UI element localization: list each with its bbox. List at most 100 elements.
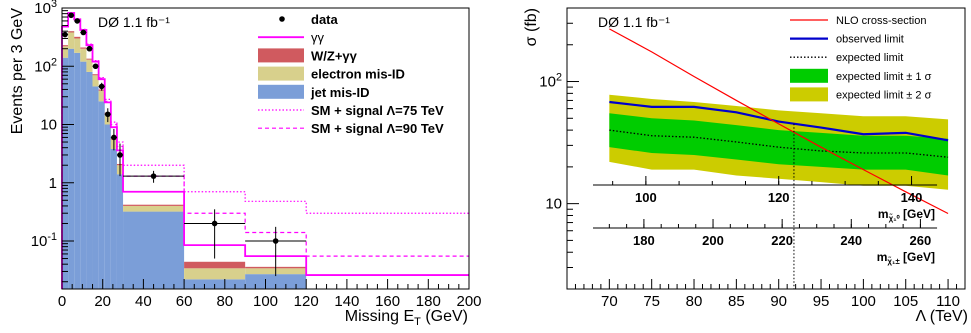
jet-misid-bar — [123, 211, 185, 289]
y-tick-label: 102 — [34, 56, 57, 75]
x-tick-label: 75 — [643, 293, 660, 310]
y-tick-label: 102 — [539, 72, 562, 91]
electron-misid-bar — [98, 90, 105, 102]
nlo-cross-section-curve — [609, 28, 949, 215]
left-panel: 0 20 40 60 80 100 120 140 160 180 200 10-1 1 10 102 10… — [9, 0, 482, 328]
right-x-axis: 70 75 80 85 90 95 100 105 110 — [574, 279, 966, 310]
data-point — [104, 111, 111, 118]
legend-label: γγ — [311, 30, 325, 45]
legend-label: SM + signal Λ=90 TeV — [311, 121, 444, 136]
electron-misid-bar — [123, 205, 185, 212]
secondary-axis-label: mχ̃₁⁰ [GeV] — [878, 207, 935, 223]
x-tick-label: 90 — [770, 293, 787, 310]
left-legend: data γγ W/Z+γγ electron mis-ID jet mis-ID SM … — [258, 12, 444, 136]
right-annotation: DØ 1.1 fb⁻¹ — [598, 14, 670, 30]
secondary-axis-tick-label: 220 — [771, 233, 793, 248]
jet-misid-bar — [86, 71, 93, 290]
secondary-axis-tick-label: 240 — [840, 233, 862, 248]
right-y-axis: 10 102 — [539, 7, 579, 290]
data-point — [272, 238, 279, 244]
right-panel: 100 120 140 mχ̃₁⁰ [GeV] 180 200 220 240 260 mχ̃₁±… — [523, 7, 968, 325]
jet-misid-bar — [110, 148, 117, 289]
electron-misid-bar — [92, 75, 99, 87]
x-tick-label: 100 — [851, 293, 876, 310]
secondary-axis-tick-label: 100 — [635, 190, 657, 205]
expected-limit-curve — [609, 129, 949, 158]
secondary-axis-tick-label: 180 — [633, 233, 655, 248]
wz-gg-bar — [62, 45, 69, 47]
one-sigma-band — [609, 113, 949, 176]
secondary-axis-tick-label: 200 — [702, 233, 724, 248]
gamma-gamma-total-line — [61, 12, 469, 289]
wz-gg-bar — [68, 31, 75, 33]
data-point — [86, 45, 93, 52]
wz-gg-bar — [92, 74, 99, 76]
right-plot-frame — [566, 7, 966, 290]
jet-misid-bar — [92, 86, 99, 289]
left-histogram-outlines — [61, 12, 469, 289]
data-point — [74, 18, 81, 24]
x-tick-label: 160 — [375, 293, 400, 310]
y-tick-label: 10 — [40, 117, 57, 134]
y-tick-label: 10-1 — [31, 231, 57, 250]
x-tick-label: 70 — [601, 293, 618, 310]
electron-misid-bar — [86, 59, 93, 72]
x-tick-label: 60 — [176, 293, 193, 310]
jet-misid-bar — [62, 57, 69, 290]
jet-misid-bar — [74, 52, 81, 290]
right-x-axis-label: Λ (TeV) — [916, 308, 968, 325]
x-tick-label: 20 — [94, 293, 111, 310]
left-y-axis-label: Events per 3 GeV — [9, 8, 26, 135]
x-tick-label: 110 — [936, 293, 960, 310]
left-x-axis: 0 20 40 60 80 100 120 140 160 180 200 — [58, 279, 482, 310]
legend-label: SM + signal Λ=75 TeV — [311, 103, 444, 118]
right-secondary-mass-axes: 100 120 140 mχ̃₁⁰ [GeV] 180 200 220 240 260 mχ̃₁±… — [593, 176, 938, 266]
legend-label: NLO cross-section — [836, 15, 926, 27]
left-data-points — [62, 12, 307, 277]
x-tick-label: 105 — [893, 293, 918, 310]
x-tick-label: 80 — [216, 293, 233, 310]
data-point — [62, 31, 68, 38]
y-tick-label: 10 — [545, 196, 562, 213]
legend-swatch — [790, 68, 828, 83]
legend-swatch — [790, 87, 828, 102]
legend-label: W/Z+γγ — [311, 48, 358, 63]
wz-gg-bar — [80, 47, 87, 49]
y-tick-label: 1 — [49, 175, 57, 192]
data-point — [111, 134, 117, 141]
x-tick-label: 140 — [334, 293, 359, 310]
legend-label: electron mis-ID — [311, 67, 405, 82]
electron-misid-bar — [80, 48, 87, 62]
x-tick-label: 100 — [253, 293, 278, 310]
legend-marker — [279, 16, 285, 22]
electron-misid-bar — [62, 46, 69, 58]
y-tick-label: 103 — [34, 0, 57, 17]
x-tick-label: 40 — [135, 293, 152, 310]
jet-misid-bar — [68, 48, 75, 289]
wz-gg-bar — [184, 261, 246, 269]
left-annotation: DØ 1.1 fb⁻¹ — [98, 14, 170, 30]
wz-gg-bar — [86, 58, 93, 60]
x-tick-label: 95 — [813, 293, 830, 310]
secondary-axis-tick-label: 120 — [768, 190, 790, 205]
legend-label: expected limit — [836, 52, 903, 64]
jet-misid-bar — [98, 101, 105, 290]
right-expected-bands — [609, 94, 949, 190]
wz-gg-bar — [123, 204, 185, 206]
data-point — [211, 220, 218, 227]
jet-misid-bar — [80, 61, 87, 290]
jet-misid-bar — [104, 124, 111, 289]
data-point — [117, 152, 123, 158]
x-tick-label: 85 — [728, 293, 745, 310]
data-point — [98, 83, 105, 90]
data-point — [68, 12, 74, 19]
x-tick-label: 120 — [294, 293, 319, 310]
data-point — [92, 63, 99, 70]
data-point — [80, 29, 87, 36]
secondary-axis-tick-label: 260 — [910, 233, 932, 248]
jet-misid-bar — [245, 274, 307, 289]
right-legend: NLO cross-section observed limit expected … — [790, 15, 932, 102]
legend-label: observed limit — [836, 34, 904, 46]
legend-swatch — [258, 66, 304, 81]
